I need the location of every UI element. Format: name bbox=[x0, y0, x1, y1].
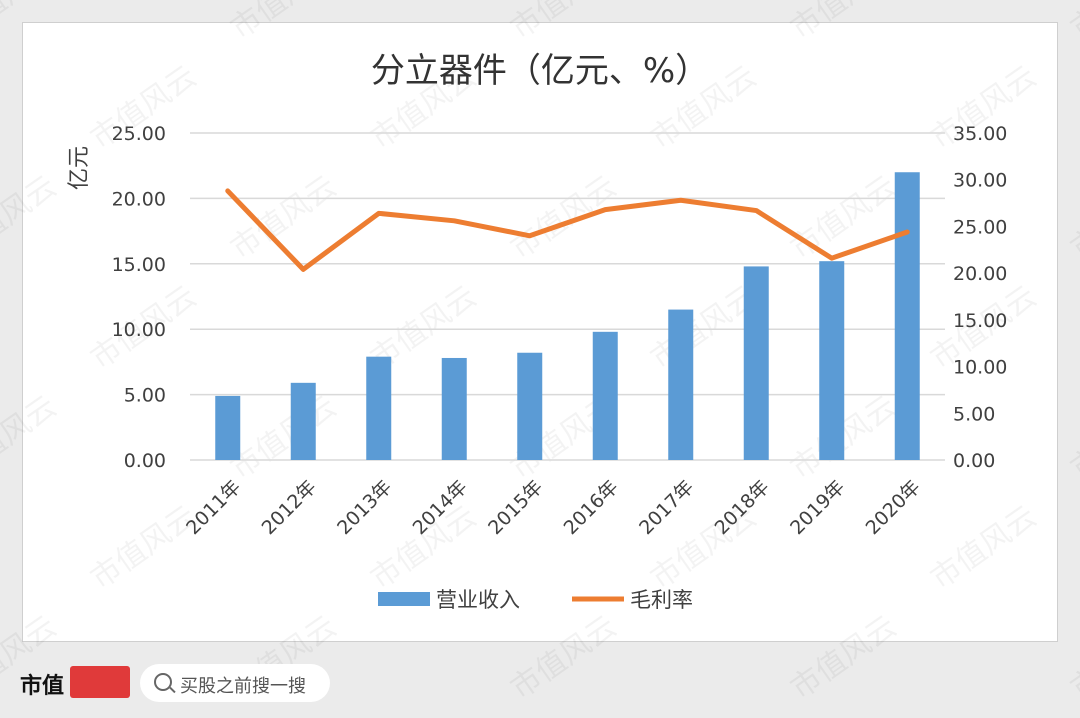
y-tick-right: 30.00 bbox=[953, 170, 1007, 192]
watermark-text: 市值风云 bbox=[1065, 169, 1080, 266]
legend: 营业收入 毛利率 bbox=[378, 588, 693, 612]
x-tick: 2011年 bbox=[182, 476, 245, 539]
y-tick-right: 10.00 bbox=[953, 357, 1007, 379]
margin-series-line bbox=[225, 188, 910, 272]
y-tick-left: 0.00 bbox=[124, 450, 166, 472]
y-axis-right: 0.00 5.00 10.00 15.00 20.00 25.00 30.00 35.00 bbox=[953, 123, 1007, 472]
bar bbox=[215, 395, 241, 460]
y-axis-label-left: 亿元 bbox=[67, 146, 92, 190]
y-tick-left: 15.00 bbox=[112, 254, 166, 276]
bar bbox=[441, 357, 467, 460]
y-tick-left: 5.00 bbox=[124, 385, 166, 407]
bar bbox=[517, 352, 543, 460]
y-tick-right: 35.00 bbox=[953, 123, 1007, 145]
watermark-text: 市值风云 bbox=[225, 389, 343, 486]
x-tick: 2020年 bbox=[862, 476, 925, 539]
x-axis: 2011年 2012年 2013年 2014年 2015年 2016年 2017年 2018年… bbox=[182, 476, 925, 539]
gridlines bbox=[190, 132, 945, 461]
chart-card bbox=[22, 22, 1058, 642]
watermark-text: 市值风云 bbox=[1065, 389, 1080, 486]
margin-line bbox=[225, 188, 910, 272]
watermark-text: 市值风云 bbox=[0, 0, 63, 47]
bar bbox=[366, 356, 392, 460]
y-tick-right: 25.00 bbox=[953, 216, 1007, 238]
watermark-text: 市值风云 bbox=[925, 499, 1043, 596]
x-tick: 2017年 bbox=[635, 476, 698, 539]
chart-title: 分立器件（亿元、%） bbox=[371, 51, 709, 91]
search-box[interactable]: 买股之前搜一搜 bbox=[140, 664, 330, 702]
x-tick: 2016年 bbox=[560, 476, 623, 539]
bar bbox=[592, 331, 618, 460]
y-tick-left: 10.00 bbox=[112, 319, 166, 341]
watermark-text: 市值风云 bbox=[505, 169, 623, 266]
watermark-text: 市值风云 bbox=[785, 0, 903, 47]
search-icon bbox=[154, 673, 172, 691]
watermark-text: 市值风云 bbox=[85, 499, 203, 596]
legend-label-revenue: 营业收入 bbox=[436, 588, 520, 612]
watermark-text: 市值风云 bbox=[0, 389, 63, 486]
x-tick: 2013年 bbox=[333, 476, 396, 539]
watermark-text: 市值风云 bbox=[505, 0, 623, 47]
y-axis-left: 0.00 5.00 10.00 15.00 20.00 25.00 bbox=[112, 123, 166, 472]
y-tick-right: 0.00 bbox=[953, 450, 995, 472]
legend-label-margin: 毛利率 bbox=[630, 588, 693, 612]
bar bbox=[290, 382, 316, 460]
y-tick-left: 20.00 bbox=[112, 188, 166, 210]
footer: 市值 买股之前搜一搜 bbox=[0, 650, 1080, 718]
x-tick: 2015年 bbox=[484, 476, 547, 539]
y-tick-left: 25.00 bbox=[112, 123, 166, 145]
watermark-text: 市值风云 bbox=[1065, 0, 1080, 47]
revenue-bars bbox=[215, 172, 920, 461]
brand-name: 市值 bbox=[20, 674, 65, 699]
bar bbox=[668, 309, 694, 460]
watermark-text: 市值风云 bbox=[225, 0, 343, 47]
y-tick-right: 15.00 bbox=[953, 310, 1007, 332]
search-text: 买股之前搜一搜 bbox=[180, 676, 306, 697]
y-tick-right: 20.00 bbox=[953, 263, 1007, 285]
bar bbox=[819, 261, 845, 460]
y-tick-right: 5.00 bbox=[953, 403, 995, 425]
legend-swatch-bar bbox=[378, 592, 430, 606]
watermark-text: 市值风云 bbox=[0, 169, 63, 266]
x-tick: 2019年 bbox=[786, 476, 849, 539]
bar bbox=[894, 172, 920, 461]
bar bbox=[743, 266, 769, 460]
brand-logo bbox=[70, 666, 130, 698]
x-tick: 2012年 bbox=[258, 476, 321, 539]
